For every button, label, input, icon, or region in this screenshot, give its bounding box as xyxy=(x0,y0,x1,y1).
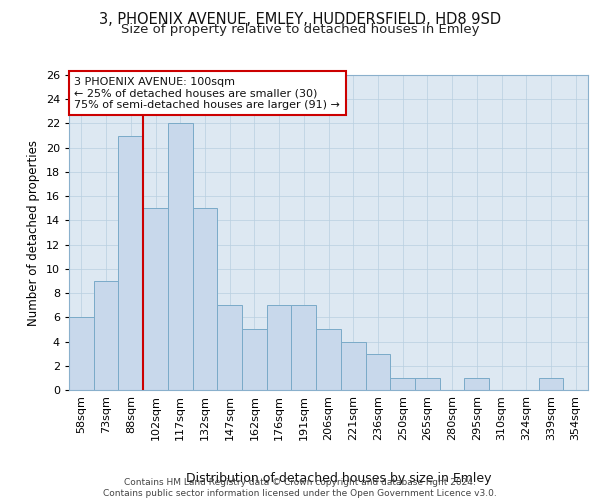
Bar xyxy=(69,318,94,390)
Bar xyxy=(415,378,440,390)
Bar xyxy=(143,208,168,390)
Text: Size of property relative to detached houses in Emley: Size of property relative to detached ho… xyxy=(121,22,479,36)
Bar xyxy=(267,305,292,390)
Bar xyxy=(464,378,489,390)
Bar xyxy=(217,305,242,390)
Y-axis label: Number of detached properties: Number of detached properties xyxy=(27,140,40,326)
Bar xyxy=(193,208,217,390)
Bar xyxy=(292,305,316,390)
Bar xyxy=(341,342,365,390)
Bar xyxy=(94,281,118,390)
Bar xyxy=(242,330,267,390)
Text: 3, PHOENIX AVENUE, EMLEY, HUDDERSFIELD, HD8 9SD: 3, PHOENIX AVENUE, EMLEY, HUDDERSFIELD, … xyxy=(99,12,501,28)
Bar xyxy=(365,354,390,390)
Text: Contains HM Land Registry data © Crown copyright and database right 2024.
Contai: Contains HM Land Registry data © Crown c… xyxy=(103,478,497,498)
Text: Distribution of detached houses by size in Emley: Distribution of detached houses by size … xyxy=(186,472,492,485)
Bar xyxy=(390,378,415,390)
Text: 3 PHOENIX AVENUE: 100sqm
← 25% of detached houses are smaller (30)
75% of semi-d: 3 PHOENIX AVENUE: 100sqm ← 25% of detach… xyxy=(74,76,340,110)
Bar xyxy=(539,378,563,390)
Bar xyxy=(168,124,193,390)
Bar xyxy=(316,330,341,390)
Bar xyxy=(118,136,143,390)
